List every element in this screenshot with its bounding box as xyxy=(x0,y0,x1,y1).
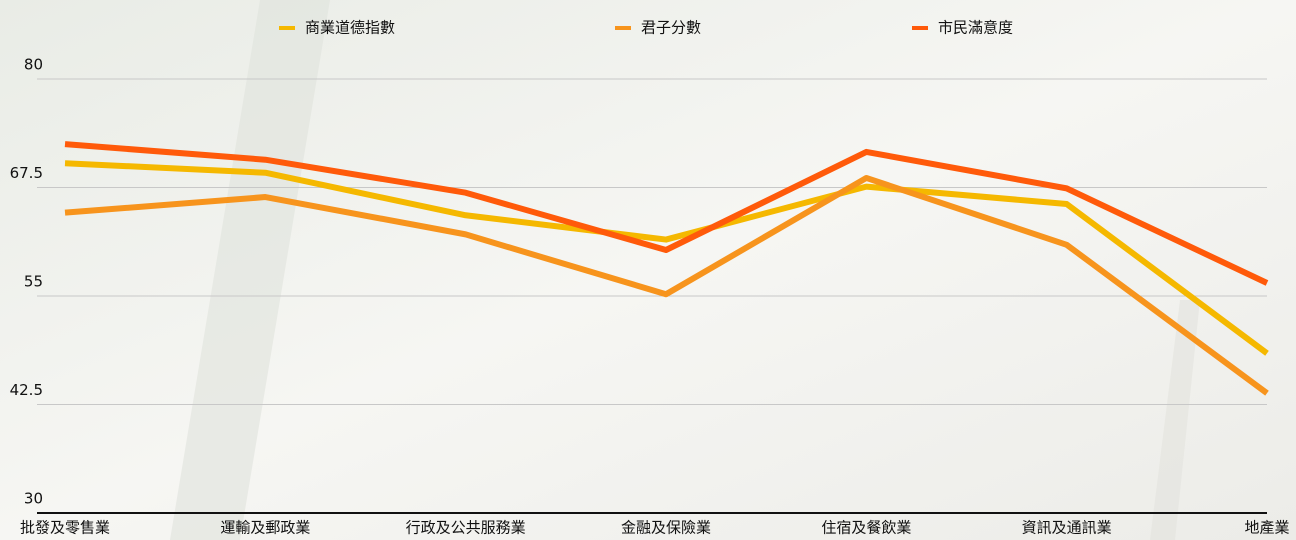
x-tick-label: 金融及保險業 xyxy=(621,519,711,537)
y-tick-label: 42.5 xyxy=(10,381,43,399)
y-tick-label: 30 xyxy=(24,490,43,508)
x-tick-label: 住宿及餐飲業 xyxy=(821,519,911,537)
legend-label: 商業道德指數 xyxy=(305,19,395,37)
x-tick-label: 批發及零售業 xyxy=(20,519,110,537)
y-tick-label: 55 xyxy=(24,273,43,291)
x-tick-label: 行政及公共服務業 xyxy=(406,519,526,537)
x-tick-label: 資訊及通訊業 xyxy=(1022,519,1112,537)
y-tick-label: 80 xyxy=(24,56,43,74)
y-tick-label: 67.5 xyxy=(10,164,43,182)
x-tick-label: 運輸及郵政業 xyxy=(220,519,310,537)
legend-label: 市民滿意度 xyxy=(938,19,1013,37)
legend-label: 君子分數 xyxy=(641,19,701,37)
chart: 30 42.5 55 67.5 80 批發及零售業 運輸及郵政業 行政及公共服務業 金融及保險業… xyxy=(0,0,1296,540)
x-tick-label: 地產業 xyxy=(1244,519,1289,537)
